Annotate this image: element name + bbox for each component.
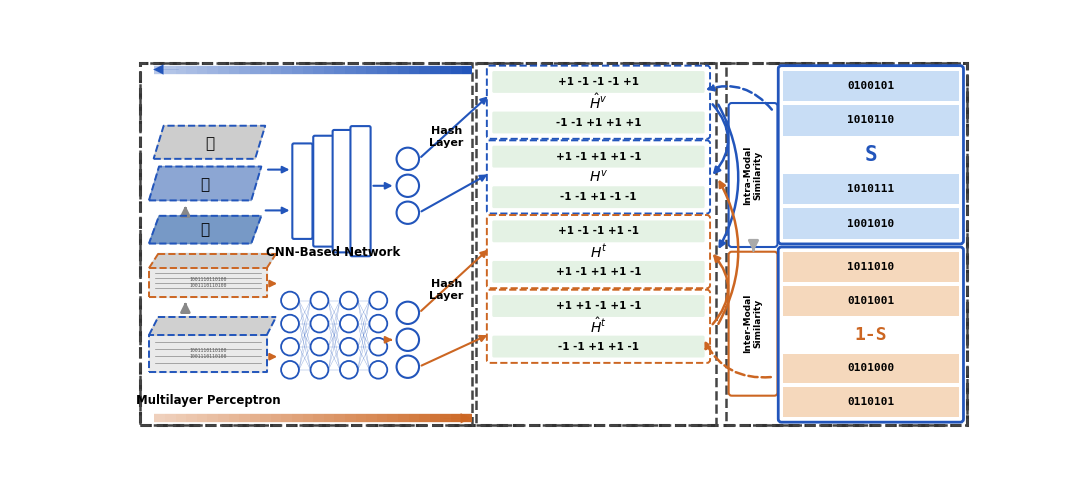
Bar bbox=[783, 209, 959, 239]
Circle shape bbox=[396, 328, 419, 351]
Circle shape bbox=[396, 302, 419, 324]
Circle shape bbox=[396, 201, 419, 224]
FancyBboxPatch shape bbox=[487, 141, 710, 213]
Text: $H^t$: $H^t$ bbox=[590, 243, 607, 260]
FancyBboxPatch shape bbox=[779, 247, 963, 422]
FancyBboxPatch shape bbox=[293, 143, 312, 239]
Polygon shape bbox=[149, 335, 267, 372]
FancyBboxPatch shape bbox=[492, 186, 704, 208]
Bar bbox=[783, 174, 959, 204]
Text: 🐦: 🐦 bbox=[200, 178, 210, 193]
FancyBboxPatch shape bbox=[333, 130, 353, 253]
Circle shape bbox=[340, 292, 357, 310]
Circle shape bbox=[396, 175, 419, 197]
Bar bbox=[140, 63, 472, 425]
FancyBboxPatch shape bbox=[487, 290, 710, 363]
Bar bbox=[783, 71, 959, 101]
Text: 🐦: 🐦 bbox=[200, 222, 210, 237]
Circle shape bbox=[369, 361, 388, 379]
FancyBboxPatch shape bbox=[729, 252, 778, 396]
FancyArrowPatch shape bbox=[718, 105, 739, 247]
Text: CNN-Based Network: CNN-Based Network bbox=[266, 246, 400, 259]
Text: -1 -1 +1 +1 +1: -1 -1 +1 +1 +1 bbox=[556, 117, 642, 128]
Circle shape bbox=[281, 292, 299, 310]
FancyArrowPatch shape bbox=[705, 343, 771, 377]
FancyBboxPatch shape bbox=[487, 215, 710, 288]
Text: $\hat{H}^v$: $\hat{H}^v$ bbox=[590, 93, 608, 112]
Text: S: S bbox=[865, 145, 877, 165]
Circle shape bbox=[340, 361, 357, 379]
Text: 0100101: 0100101 bbox=[847, 81, 894, 91]
Circle shape bbox=[281, 338, 299, 355]
Bar bbox=[783, 252, 959, 282]
Bar bbox=[783, 105, 959, 136]
Text: -1 -1 +1 -1 -1: -1 -1 +1 -1 -1 bbox=[561, 192, 637, 202]
Polygon shape bbox=[149, 254, 276, 268]
Text: +1 -1 +1 +1 -1: +1 -1 +1 +1 -1 bbox=[556, 267, 642, 277]
Polygon shape bbox=[149, 268, 267, 298]
FancyArrowPatch shape bbox=[713, 256, 728, 324]
Polygon shape bbox=[153, 126, 266, 159]
FancyBboxPatch shape bbox=[779, 66, 963, 244]
Text: 1001110110100
1001110110100: 1001110110100 1001110110100 bbox=[189, 277, 227, 288]
Text: $H^v$: $H^v$ bbox=[589, 169, 608, 185]
Circle shape bbox=[311, 315, 328, 332]
Circle shape bbox=[311, 361, 328, 379]
Text: 0101000: 0101000 bbox=[847, 363, 894, 373]
FancyArrowPatch shape bbox=[708, 85, 772, 110]
Bar bbox=[783, 387, 959, 417]
FancyBboxPatch shape bbox=[492, 146, 704, 168]
Polygon shape bbox=[149, 167, 261, 200]
FancyBboxPatch shape bbox=[492, 112, 704, 133]
Text: +1 +1 -1 +1 -1: +1 +1 -1 +1 -1 bbox=[556, 301, 642, 311]
Text: 1-S: 1-S bbox=[854, 326, 887, 343]
Text: +1 -1 -1 +1 -1: +1 -1 -1 +1 -1 bbox=[558, 227, 639, 236]
Circle shape bbox=[396, 148, 419, 170]
Text: 1001110110100
1001110110100: 1001110110100 1001110110100 bbox=[189, 348, 227, 359]
Circle shape bbox=[340, 315, 357, 332]
Text: Multilayer Perceptron: Multilayer Perceptron bbox=[136, 394, 281, 407]
Text: 1010110: 1010110 bbox=[847, 115, 894, 126]
FancyBboxPatch shape bbox=[313, 136, 334, 247]
Polygon shape bbox=[149, 317, 276, 335]
Bar bbox=[783, 354, 959, 383]
Circle shape bbox=[340, 338, 357, 355]
Circle shape bbox=[369, 292, 388, 310]
Circle shape bbox=[396, 355, 419, 378]
FancyArrowPatch shape bbox=[718, 182, 739, 324]
Text: Intra-Modal
Similarity: Intra-Modal Similarity bbox=[743, 145, 762, 205]
Circle shape bbox=[311, 338, 328, 355]
FancyBboxPatch shape bbox=[729, 103, 778, 247]
FancyBboxPatch shape bbox=[492, 220, 704, 242]
Bar bbox=[726, 63, 967, 425]
FancyBboxPatch shape bbox=[492, 295, 704, 317]
Circle shape bbox=[281, 361, 299, 379]
Circle shape bbox=[281, 315, 299, 332]
Text: 🐦: 🐦 bbox=[205, 136, 214, 151]
Text: 1010111: 1010111 bbox=[847, 184, 894, 194]
Bar bbox=[476, 63, 716, 425]
Text: +1 -1 -1 -1 +1: +1 -1 -1 -1 +1 bbox=[558, 77, 639, 87]
Text: 1001010: 1001010 bbox=[847, 219, 894, 228]
FancyBboxPatch shape bbox=[492, 261, 704, 283]
Text: 0110101: 0110101 bbox=[847, 397, 894, 407]
Bar bbox=[783, 286, 959, 316]
Text: Inter-Modal
Similarity: Inter-Modal Similarity bbox=[743, 294, 762, 354]
FancyBboxPatch shape bbox=[492, 71, 704, 93]
Text: -1 -1 +1 +1 -1: -1 -1 +1 +1 -1 bbox=[558, 341, 639, 352]
Text: $\hat{H}^t$: $\hat{H}^t$ bbox=[590, 317, 607, 336]
Circle shape bbox=[369, 338, 388, 355]
Text: 1011010: 1011010 bbox=[847, 262, 894, 272]
FancyBboxPatch shape bbox=[492, 336, 704, 357]
FancyArrowPatch shape bbox=[713, 104, 728, 173]
Polygon shape bbox=[149, 216, 261, 243]
Text: Hash
Layer: Hash Layer bbox=[430, 127, 463, 148]
Text: +1 -1 +1 +1 -1: +1 -1 +1 +1 -1 bbox=[556, 152, 642, 162]
FancyBboxPatch shape bbox=[350, 126, 370, 256]
Text: Hash
Layer: Hash Layer bbox=[430, 279, 463, 300]
Text: 0101001: 0101001 bbox=[847, 296, 894, 306]
Circle shape bbox=[369, 315, 388, 332]
FancyBboxPatch shape bbox=[487, 66, 710, 139]
Circle shape bbox=[311, 292, 328, 310]
